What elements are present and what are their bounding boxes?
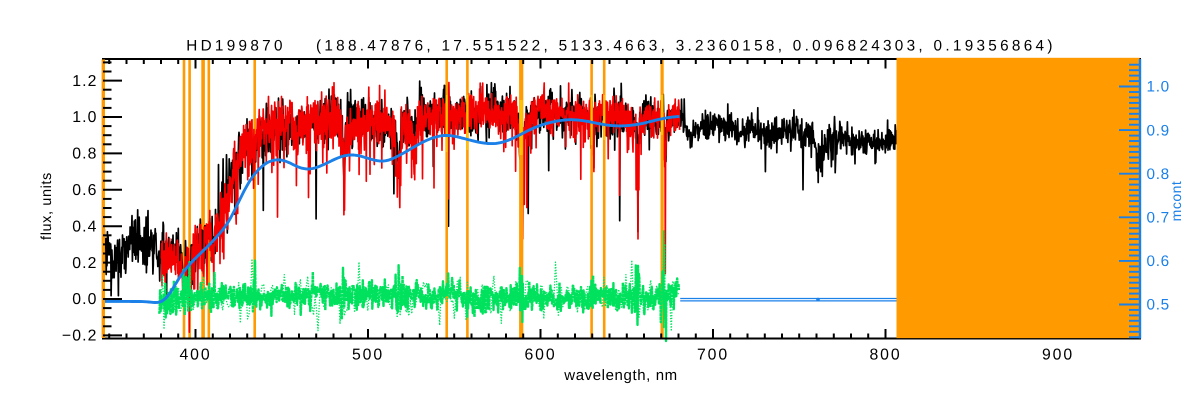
svg-text:1.2: 1.2 [72, 73, 97, 90]
svg-text:−0.2: −0.2 [62, 328, 98, 345]
svg-text:0.9: 0.9 [1147, 122, 1170, 139]
svg-text:0.5: 0.5 [1147, 297, 1170, 314]
svg-text:0.8: 0.8 [1147, 166, 1170, 183]
svg-text:0.6: 0.6 [1147, 253, 1170, 270]
svg-text:500: 500 [352, 347, 384, 364]
svg-text:0.4: 0.4 [72, 218, 97, 235]
svg-text:wavelength, nm: wavelength, nm [563, 367, 677, 384]
svg-text:mcont: mcont [1168, 181, 1184, 222]
svg-text:900: 900 [1042, 347, 1074, 364]
svg-text:0.6: 0.6 [72, 182, 97, 199]
svg-text:0.7: 0.7 [1147, 210, 1170, 227]
svg-text:0.2: 0.2 [72, 255, 97, 272]
svg-text:0.8: 0.8 [72, 146, 97, 163]
svg-text:400: 400 [179, 347, 211, 364]
svg-text:600: 600 [524, 347, 556, 364]
svg-text:1.0: 1.0 [1147, 79, 1170, 96]
svg-text:HD199870 (188.47876, 17.551: HD199870 (188.47876, 17.551522, 5133.466… [186, 38, 1056, 55]
svg-text:800: 800 [869, 347, 901, 364]
svg-text:flux, units: flux, units [39, 172, 55, 240]
svg-text:700: 700 [697, 347, 729, 364]
svg-text:1.0: 1.0 [72, 109, 97, 126]
svg-text:0.0: 0.0 [72, 291, 97, 308]
